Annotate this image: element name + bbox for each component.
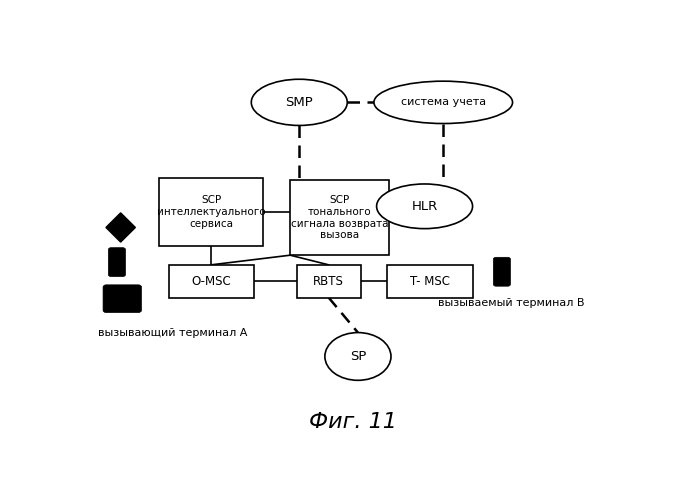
Text: вызываемый терминал В: вызываемый терминал В [438,298,584,308]
Text: SCP
интеллектуального
сервиса: SCP интеллектуального сервиса [157,196,266,228]
Text: Фиг. 11: Фиг. 11 [309,412,396,432]
Text: SMP: SMP [286,96,313,109]
FancyBboxPatch shape [387,265,473,298]
Text: SP: SP [350,350,366,363]
Polygon shape [106,213,136,242]
FancyBboxPatch shape [297,265,361,298]
Ellipse shape [376,184,473,228]
Ellipse shape [374,81,513,124]
Ellipse shape [325,332,391,380]
FancyBboxPatch shape [169,265,254,298]
FancyBboxPatch shape [103,285,142,312]
Text: система учета: система учета [400,98,486,108]
FancyBboxPatch shape [160,178,264,246]
Text: T- MSC: T- MSC [410,275,450,288]
Text: RBTS: RBTS [313,275,344,288]
FancyBboxPatch shape [109,248,125,276]
Text: HLR: HLR [411,200,438,213]
FancyBboxPatch shape [290,180,389,256]
Text: вызывающий терминал А: вызывающий терминал А [98,328,247,338]
Ellipse shape [251,79,347,126]
Text: O-MSC: O-MSC [191,275,231,288]
FancyBboxPatch shape [493,258,510,286]
Text: SCP
тонального
сигнала возврата
вызова: SCP тонального сигнала возврата вызова [290,196,388,240]
